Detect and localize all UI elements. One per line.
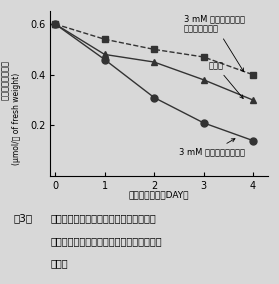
- Text: 3 mM グルタチオン添加: 3 mM グルタチオン添加: [179, 139, 245, 156]
- Text: 3 mM ブチオニンスル
ホキサミン添加: 3 mM ブチオニンスル ホキサミン添加: [184, 14, 245, 72]
- Text: 収穫後日数　（DAY）: 収穫後日数 （DAY）: [129, 190, 189, 199]
- Text: 図3．: 図3．: [14, 213, 33, 223]
- Text: コマツナ葉のグルタチオン含量に及ぼす: コマツナ葉のグルタチオン含量に及ぼす: [50, 213, 156, 223]
- Text: 水のみ: 水のみ: [208, 61, 243, 99]
- Text: (μmol/㏒ of fresh weight): (μmol/㏒ of fresh weight): [12, 73, 21, 165]
- Text: の効果: の効果: [50, 258, 68, 268]
- Text: グルタチオン含量: グルタチオン含量: [1, 60, 10, 99]
- Text: グルタチオンとブチオニンスルホキサミン: グルタチオンとブチオニンスルホキサミン: [50, 236, 162, 246]
